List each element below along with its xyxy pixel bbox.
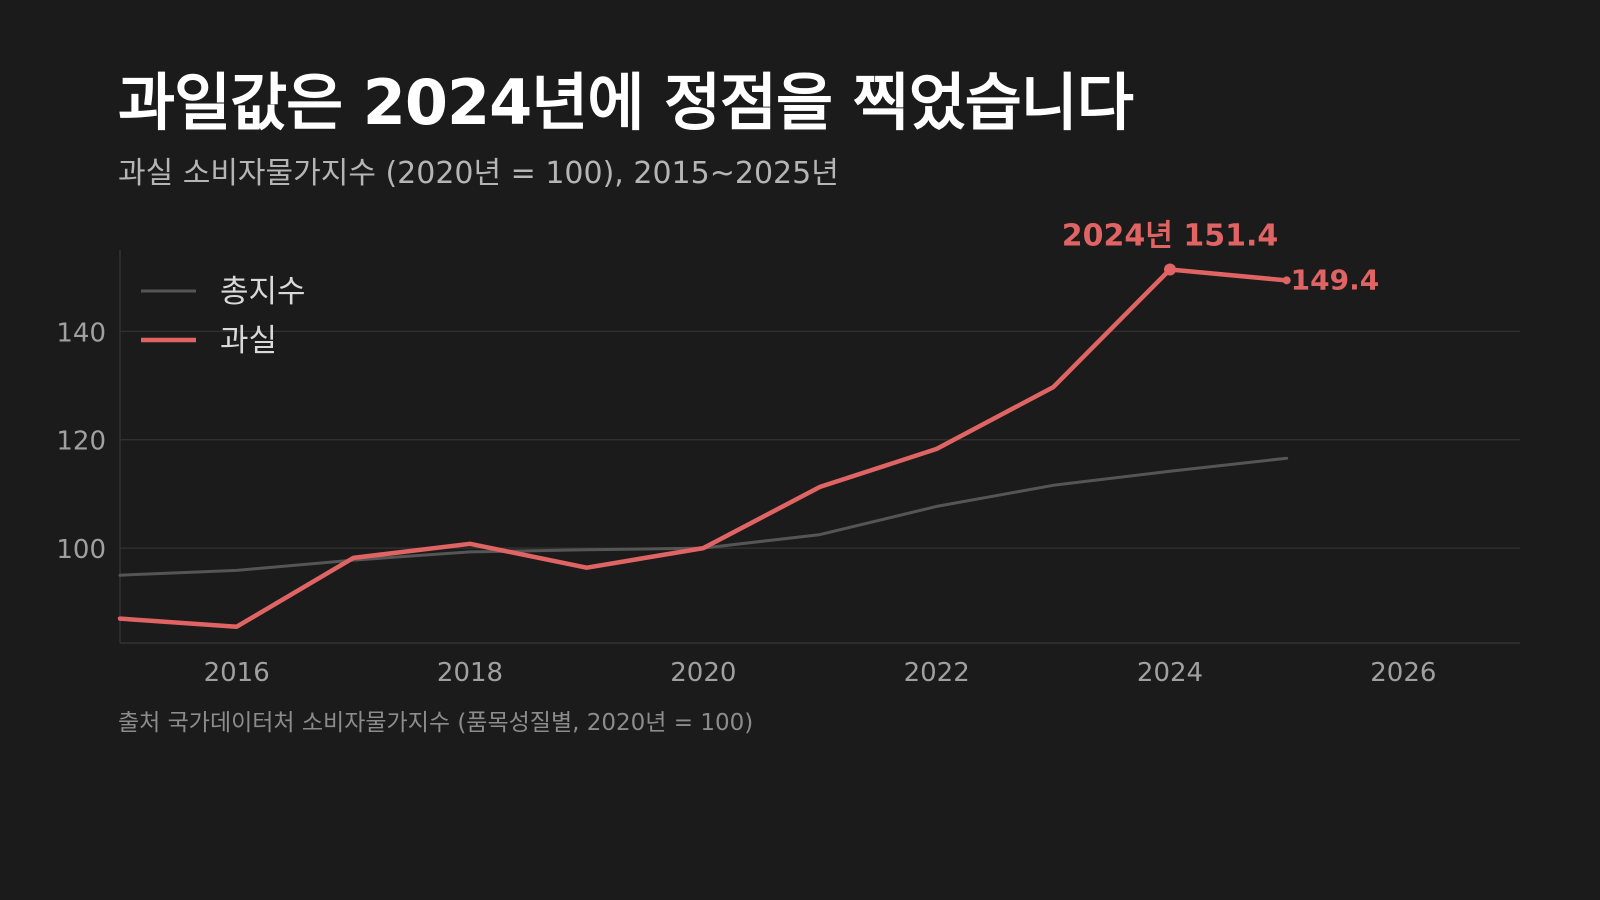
legend-label: 총지수 bbox=[220, 274, 306, 310]
source-note: 출처 국가데이터처 소비자물가지수 (품목성질별, 2020년 = 100) bbox=[118, 710, 754, 736]
annotation-label-last: 149.4 bbox=[1291, 263, 1380, 296]
annotation-point bbox=[1282, 276, 1291, 285]
series-lines bbox=[117, 267, 1289, 629]
annotations: 2024년 151.4 149.4 bbox=[1062, 219, 1379, 297]
x-tick-label: 2026 bbox=[1370, 658, 1436, 688]
chart-title: 과일값은 2024년에 정점을 찍었습니다 bbox=[118, 66, 1134, 139]
x-tick-label: 2016 bbox=[204, 658, 270, 688]
y-tick-label: 100 bbox=[56, 535, 106, 565]
x-tick-label: 2024 bbox=[1137, 658, 1203, 688]
x-tick-label: 2020 bbox=[670, 658, 736, 688]
annotation-label-peak: 2024년 151.4 bbox=[1062, 219, 1278, 254]
x-tick-labels: 2016 2018 2020 2022 2024 2026 bbox=[204, 658, 1437, 688]
x-tick-label: 2018 bbox=[437, 658, 503, 688]
series-line-total bbox=[118, 456, 1289, 577]
y-tick-label: 120 bbox=[56, 427, 106, 457]
annotation-point bbox=[1164, 263, 1176, 276]
x-tick-label: 2022 bbox=[904, 658, 970, 688]
chart-subtitle: 과실 소비자물가지수 (2020년 = 100), 2015~2025년 bbox=[118, 156, 839, 191]
series-line-fruit bbox=[117, 267, 1289, 629]
gridlines bbox=[120, 330, 1520, 549]
y-tick-labels: 100 120 140 bbox=[56, 318, 106, 565]
y-tick-label: 140 bbox=[56, 318, 106, 348]
legend-label: 과실 bbox=[220, 323, 277, 359]
